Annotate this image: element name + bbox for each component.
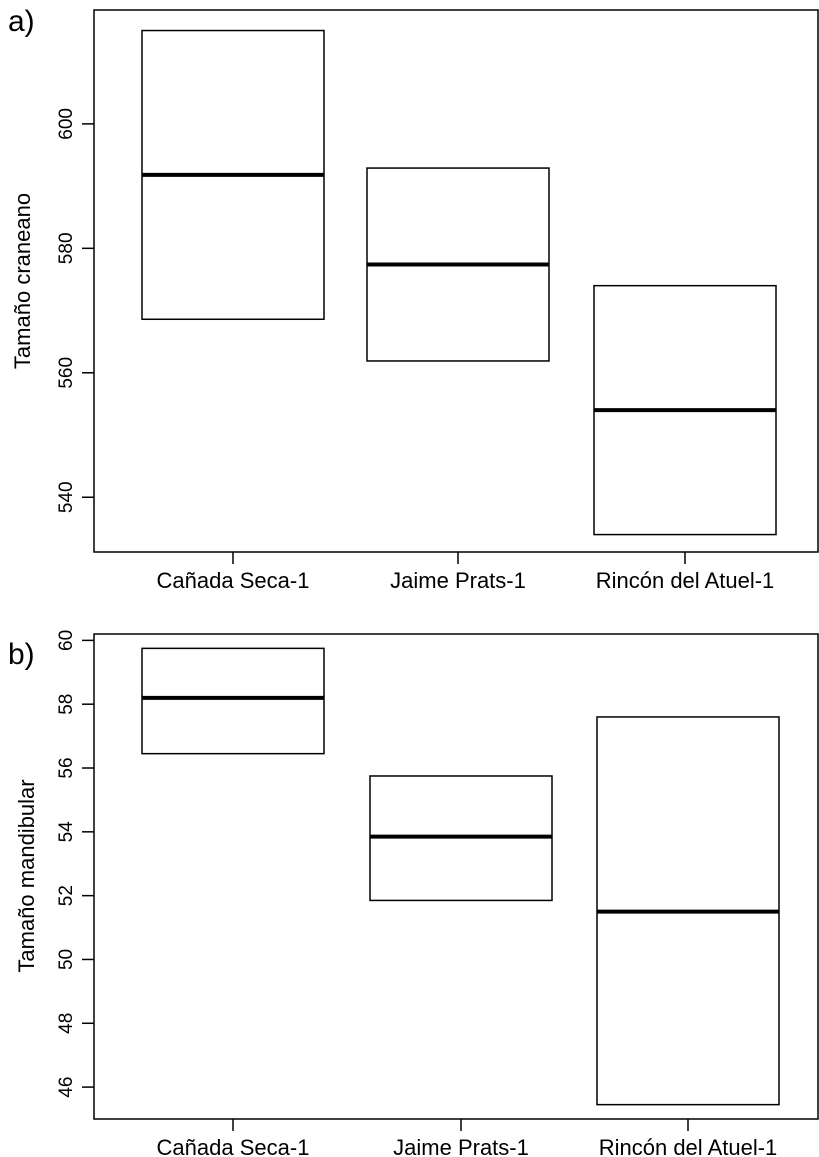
plot-frame-a [93, 9, 819, 553]
y-tick-label-a: 540 [56, 481, 77, 513]
panel-b: b) Tamaño mandibular 46 48 50 52 54 56 58 60 Ca… [8, 630, 819, 1157]
y-tick-label-a: 560 [56, 357, 77, 389]
y-tick-label-b: 48 [56, 1013, 77, 1034]
panel-label-b: b) [8, 638, 35, 671]
y-tick-label-b: 50 [56, 949, 77, 970]
y-axis-b: 46 48 50 52 54 56 58 60 [56, 630, 94, 1098]
panel-a: a) Tamaño craneano 540 560 580 600 Cañada S… [8, 5, 819, 593]
x-tick-label-b: Rincón del Atuel-1 [599, 1135, 778, 1157]
x-axis-b: Cañada Seca-1 Jaime Prats-1 Rincón del Atu… [157, 1119, 778, 1157]
y-tick-label-b: 60 [56, 630, 77, 651]
x-tick-label-a: Rincón del Atuel-1 [596, 568, 775, 593]
y-axis-label-b: Tamaño mandibular [14, 779, 39, 972]
y-tick-label-a: 580 [56, 232, 77, 264]
boxes-a [141, 29, 777, 536]
y-tick-label-b: 54 [56, 821, 77, 843]
plot-frame-b [93, 633, 819, 1120]
x-tick-label-a: Cañada Seca-1 [157, 568, 310, 593]
y-axis-label-a: Tamaño craneano [10, 193, 35, 369]
y-tick-label-b: 56 [56, 757, 77, 778]
x-tick-label-a: Jaime Prats-1 [390, 568, 526, 593]
y-tick-label-b: 52 [56, 885, 77, 906]
boxes-b [141, 647, 780, 1106]
x-tick-label-b: Jaime Prats-1 [393, 1135, 529, 1157]
x-axis-a: Cañada Seca-1 Jaime Prats-1 Rincón del Atu… [157, 552, 775, 593]
y-tick-label-b: 46 [56, 1077, 77, 1098]
x-tick-label-b: Cañada Seca-1 [157, 1135, 310, 1157]
y-axis-a: 540 560 580 600 [56, 108, 94, 513]
y-tick-label-a: 600 [56, 108, 77, 140]
panel-label-a: a) [8, 5, 35, 38]
box-b [141, 647, 325, 755]
y-tick-label-b: 58 [56, 694, 77, 715]
